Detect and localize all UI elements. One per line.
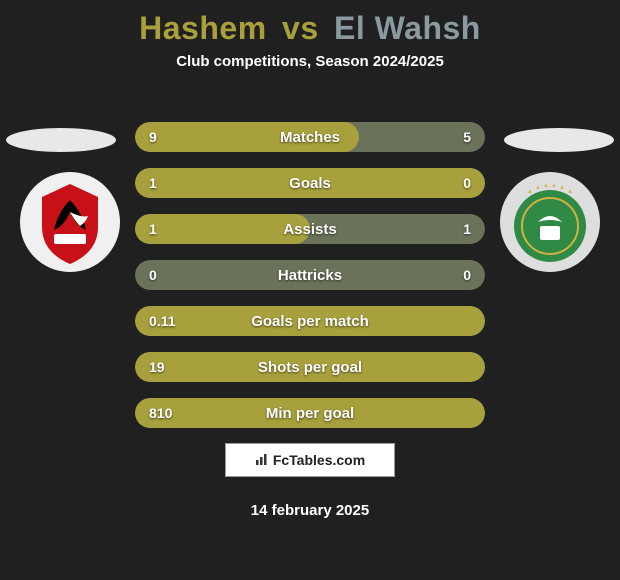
brand-logo: FcTables.com: [225, 443, 395, 477]
al-ahly-badge-icon: [20, 172, 120, 272]
page-title: Hashem vs El Wahsh: [0, 0, 620, 47]
stat-label: Matches: [135, 122, 485, 152]
chart-icon: [255, 452, 269, 469]
stat-label: Goals per match: [135, 306, 485, 336]
stats-bars: 95Matches 10Goals 11Assists 00Hattricks 0.11…: [135, 122, 485, 444]
stat-row: 10Goals: [135, 168, 485, 198]
brand-text: FcTables.com: [273, 452, 365, 468]
club-badge-left: [20, 172, 120, 272]
stat-row: 810Min per goal: [135, 398, 485, 428]
stat-label: Goals: [135, 168, 485, 198]
footer-date: 14 february 2025: [251, 502, 369, 519]
player2-name: El Wahsh: [334, 10, 481, 46]
vs-text: vs: [282, 10, 319, 46]
stat-label: Min per goal: [135, 398, 485, 428]
stat-row: 95Matches: [135, 122, 485, 152]
shadow-ellipse-left: [6, 128, 116, 152]
stat-label: Shots per goal: [135, 352, 485, 382]
stat-label: Hattricks: [135, 260, 485, 290]
stat-row: 11Assists: [135, 214, 485, 244]
stat-row: 00Hattricks: [135, 260, 485, 290]
shadow-ellipse-right: [504, 128, 614, 152]
player1-name: Hashem: [139, 10, 267, 46]
stat-row: 0.11Goals per match: [135, 306, 485, 336]
club-badge-right: [500, 172, 600, 272]
al-ittihad-badge-icon: [500, 172, 600, 272]
stat-label: Assists: [135, 214, 485, 244]
stat-row: 19Shots per goal: [135, 352, 485, 382]
subtitle: Club competitions, Season 2024/2025: [0, 53, 620, 70]
